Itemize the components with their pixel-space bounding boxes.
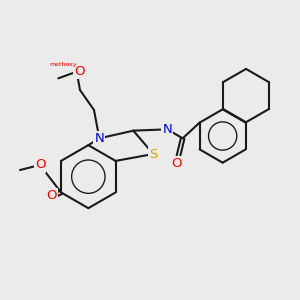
- Text: O: O: [46, 189, 57, 202]
- Text: methoxy: methoxy: [50, 62, 77, 67]
- Text: O: O: [171, 157, 182, 170]
- Text: O: O: [74, 65, 84, 78]
- Text: N: N: [163, 123, 172, 136]
- Text: N: N: [94, 132, 104, 145]
- Text: S: S: [149, 148, 158, 160]
- Text: O: O: [35, 158, 45, 172]
